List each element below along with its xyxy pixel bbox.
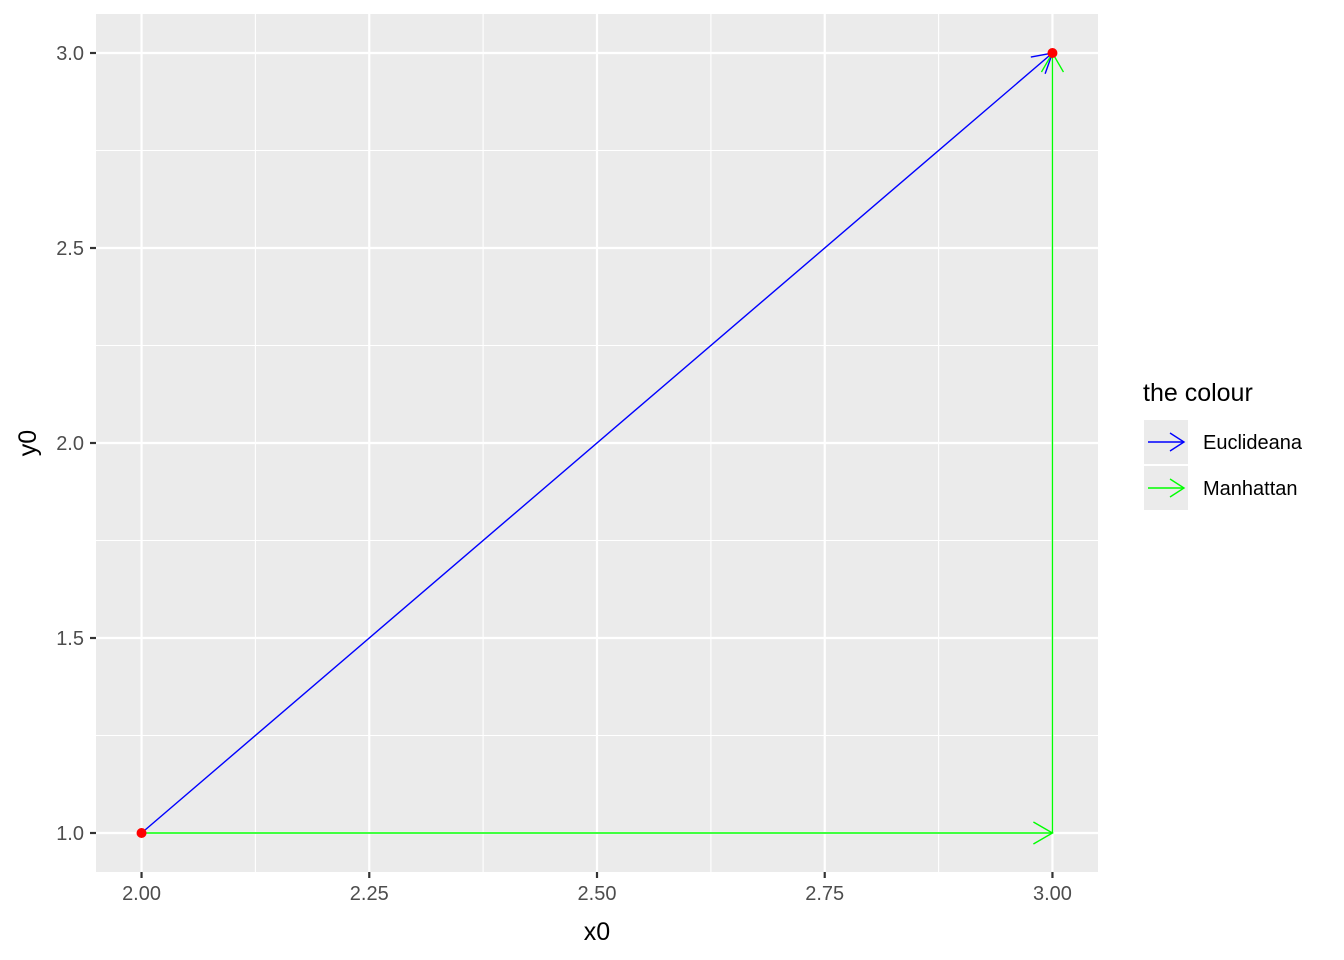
x-tick-label: 3.00 (1033, 883, 1072, 905)
x-axis: 2.00 2.25 2.50 2.75 3.00 (122, 872, 1072, 905)
y-axis-title: y0 (14, 430, 42, 456)
arrow-segments (141, 51, 1065, 845)
y-tick-label: 1.5 (56, 628, 84, 650)
x-tick-label: 2.50 (578, 883, 617, 905)
legend-title: the colour (1143, 379, 1253, 407)
legend: the colour Euclideana Manhattan (1143, 379, 1303, 510)
legend-arrow-head (1169, 432, 1186, 452)
arrow-line (141, 52, 1053, 834)
y-tick-label: 1.0 (56, 823, 84, 845)
data-point (136, 828, 147, 838)
data-point (1047, 48, 1058, 58)
legend-label: Euclideana (1203, 432, 1303, 454)
x-tick-label: 2.00 (122, 883, 161, 905)
x-axis-title: x0 (584, 918, 610, 946)
legend-label: Manhattan (1203, 478, 1298, 500)
y-tick-label: 3.0 (56, 43, 84, 65)
y-tick-label: 2.5 (56, 238, 84, 260)
x-tick-label: 2.75 (805, 883, 844, 905)
x-tick-label: 2.25 (350, 883, 389, 905)
data-points (136, 48, 1058, 838)
legend-entry-manhattan: Manhattan (1144, 466, 1298, 510)
legend-entry-euclideana: Euclideana (1144, 420, 1303, 464)
legend-arrow-head (1169, 478, 1186, 498)
y-axis: 1.0 1.5 2.0 2.5 3.0 (56, 43, 96, 845)
y-tick-label: 2.0 (56, 433, 84, 455)
